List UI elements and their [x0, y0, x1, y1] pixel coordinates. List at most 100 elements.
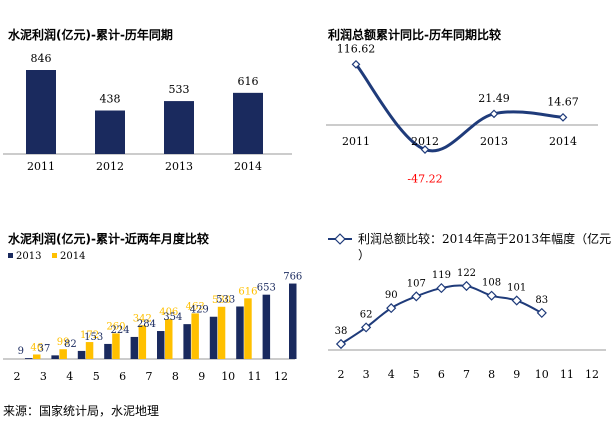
tick-label: 4 — [66, 370, 73, 383]
data-label: 21.49 — [478, 92, 510, 105]
bar-2014 — [112, 333, 120, 359]
tick-label: 4 — [388, 368, 395, 381]
tick-label: 10 — [221, 370, 235, 383]
data-point — [489, 109, 499, 119]
chart-title: 利润总额累计同比-历年同期比较 — [328, 28, 501, 42]
tick-label: 10 — [535, 368, 549, 381]
tick-label: 2 — [14, 370, 21, 383]
tick-label: 5 — [93, 370, 100, 383]
data-label: 62 — [360, 309, 373, 320]
data-label: 766 — [283, 272, 302, 283]
data-label: 153 — [84, 332, 103, 343]
tick-label: 8 — [488, 368, 495, 381]
bar-2014 — [191, 313, 199, 359]
data-point — [411, 291, 422, 302]
bar-2013 — [130, 336, 139, 359]
data-label: 9 — [18, 346, 24, 357]
panel-annual-profit: 水泥利润(亿元)-累计-历年同期 846 2011 438 2012 533 2013 61… — [0, 0, 300, 200]
data-point — [511, 295, 522, 306]
data-point — [351, 59, 361, 69]
tick-label: 3 — [40, 370, 47, 383]
data-point — [486, 290, 497, 301]
tick-label: 11 — [560, 368, 574, 381]
data-label: 342 — [133, 313, 152, 324]
data-label: 354 — [163, 312, 182, 323]
data-label: 533 — [216, 294, 235, 305]
bar-2013 — [25, 358, 33, 359]
legend-label: 2013 — [16, 251, 41, 262]
data-label: 82 — [64, 339, 77, 350]
data-label: 108 — [482, 278, 501, 289]
data-point — [536, 307, 547, 319]
tick-label: 2014 — [549, 135, 577, 148]
tick-label: 5 — [413, 368, 420, 381]
legend-label: 2014 — [60, 251, 85, 262]
data-label: 46 — [30, 342, 43, 353]
data-label: 83 — [535, 295, 548, 306]
annual-yoy-line-chart: 2011 2012 2013 2014 116.62 -47.22 21.49 14.67 — [326, 42, 598, 186]
bar-2014 — [59, 349, 67, 359]
bar-2013 — [236, 306, 244, 359]
tick-label: 9 — [198, 370, 205, 383]
data-label: 107 — [407, 278, 426, 289]
tick-label: 2012 — [411, 135, 439, 148]
data-label: 463 — [186, 301, 205, 312]
tick-label: 2013 — [480, 135, 508, 148]
data-label: 172 — [80, 330, 99, 341]
data-label: 14.67 — [547, 95, 579, 108]
bar — [233, 92, 263, 154]
data-label: 284 — [137, 319, 156, 330]
data-point — [420, 145, 430, 154]
tick-label: 2011 — [27, 160, 55, 173]
series-line — [354, 63, 564, 153]
data-label: 116.62 — [337, 42, 376, 55]
tick-label: 2012 — [96, 160, 124, 173]
data-label: 616 — [238, 75, 259, 88]
chart-title: 水泥利润(亿元)-累计-近两年月度比较 — [8, 232, 209, 246]
legend-swatch — [8, 253, 13, 258]
data-label: 429 — [190, 305, 209, 316]
chart-title: 水泥利润(亿元)-累计-历年同期 — [8, 28, 173, 42]
tick-label: 2013 — [165, 160, 193, 173]
bar — [26, 70, 56, 154]
panel-monthly-diff: 利润总额比较：2014年高于2013年幅度（亿元） 38 62 90 107 119 122… — [308, 222, 616, 398]
bar — [95, 110, 125, 154]
data-label: 122 — [457, 268, 476, 279]
data-point — [335, 338, 347, 350]
data-label: 260 — [106, 321, 125, 332]
data-point — [558, 112, 568, 122]
data-label: 90 — [385, 290, 398, 301]
data-label: 653 — [257, 283, 276, 294]
data-label: 38 — [335, 326, 348, 337]
panel-annual-yoy: 利润总额累计同比-历年同期比较 2011 2012 2013 2014 116.62 -4… — [308, 0, 616, 200]
data-label: 406 — [159, 307, 178, 318]
tick-label: 3 — [363, 368, 370, 381]
bar-2014 — [165, 319, 173, 359]
data-label: 846 — [31, 52, 52, 65]
tick-label: 7 — [463, 368, 470, 381]
data-label: 533 — [169, 83, 190, 96]
bar-2013 — [262, 294, 271, 359]
data-label: -47.22 — [407, 173, 442, 186]
bar — [164, 101, 194, 154]
bar-2013 — [157, 331, 165, 359]
tick-label: 2011 — [342, 135, 370, 148]
data-label: 224 — [111, 325, 130, 336]
annual-profit-bar-chart: 846 2011 438 2012 533 2013 616 2014 — [3, 52, 292, 173]
bar-2013 — [209, 316, 218, 359]
bar-2013 — [289, 283, 297, 359]
bar-2014 — [138, 325, 147, 359]
tick-label: 6 — [438, 368, 445, 381]
tick-label: 2014 — [234, 160, 262, 173]
data-label: 119 — [432, 270, 451, 281]
bar-2013 — [183, 324, 191, 359]
data-label: 99 — [57, 337, 70, 348]
bar-2014 — [33, 354, 41, 359]
tick-label: 9 — [513, 368, 520, 381]
data-point — [361, 322, 372, 333]
tick-label: 6 — [119, 370, 126, 383]
legend-label: 利润总额比较：2014年高于2013年幅度（亿元） — [358, 231, 611, 262]
data-point — [386, 303, 397, 314]
